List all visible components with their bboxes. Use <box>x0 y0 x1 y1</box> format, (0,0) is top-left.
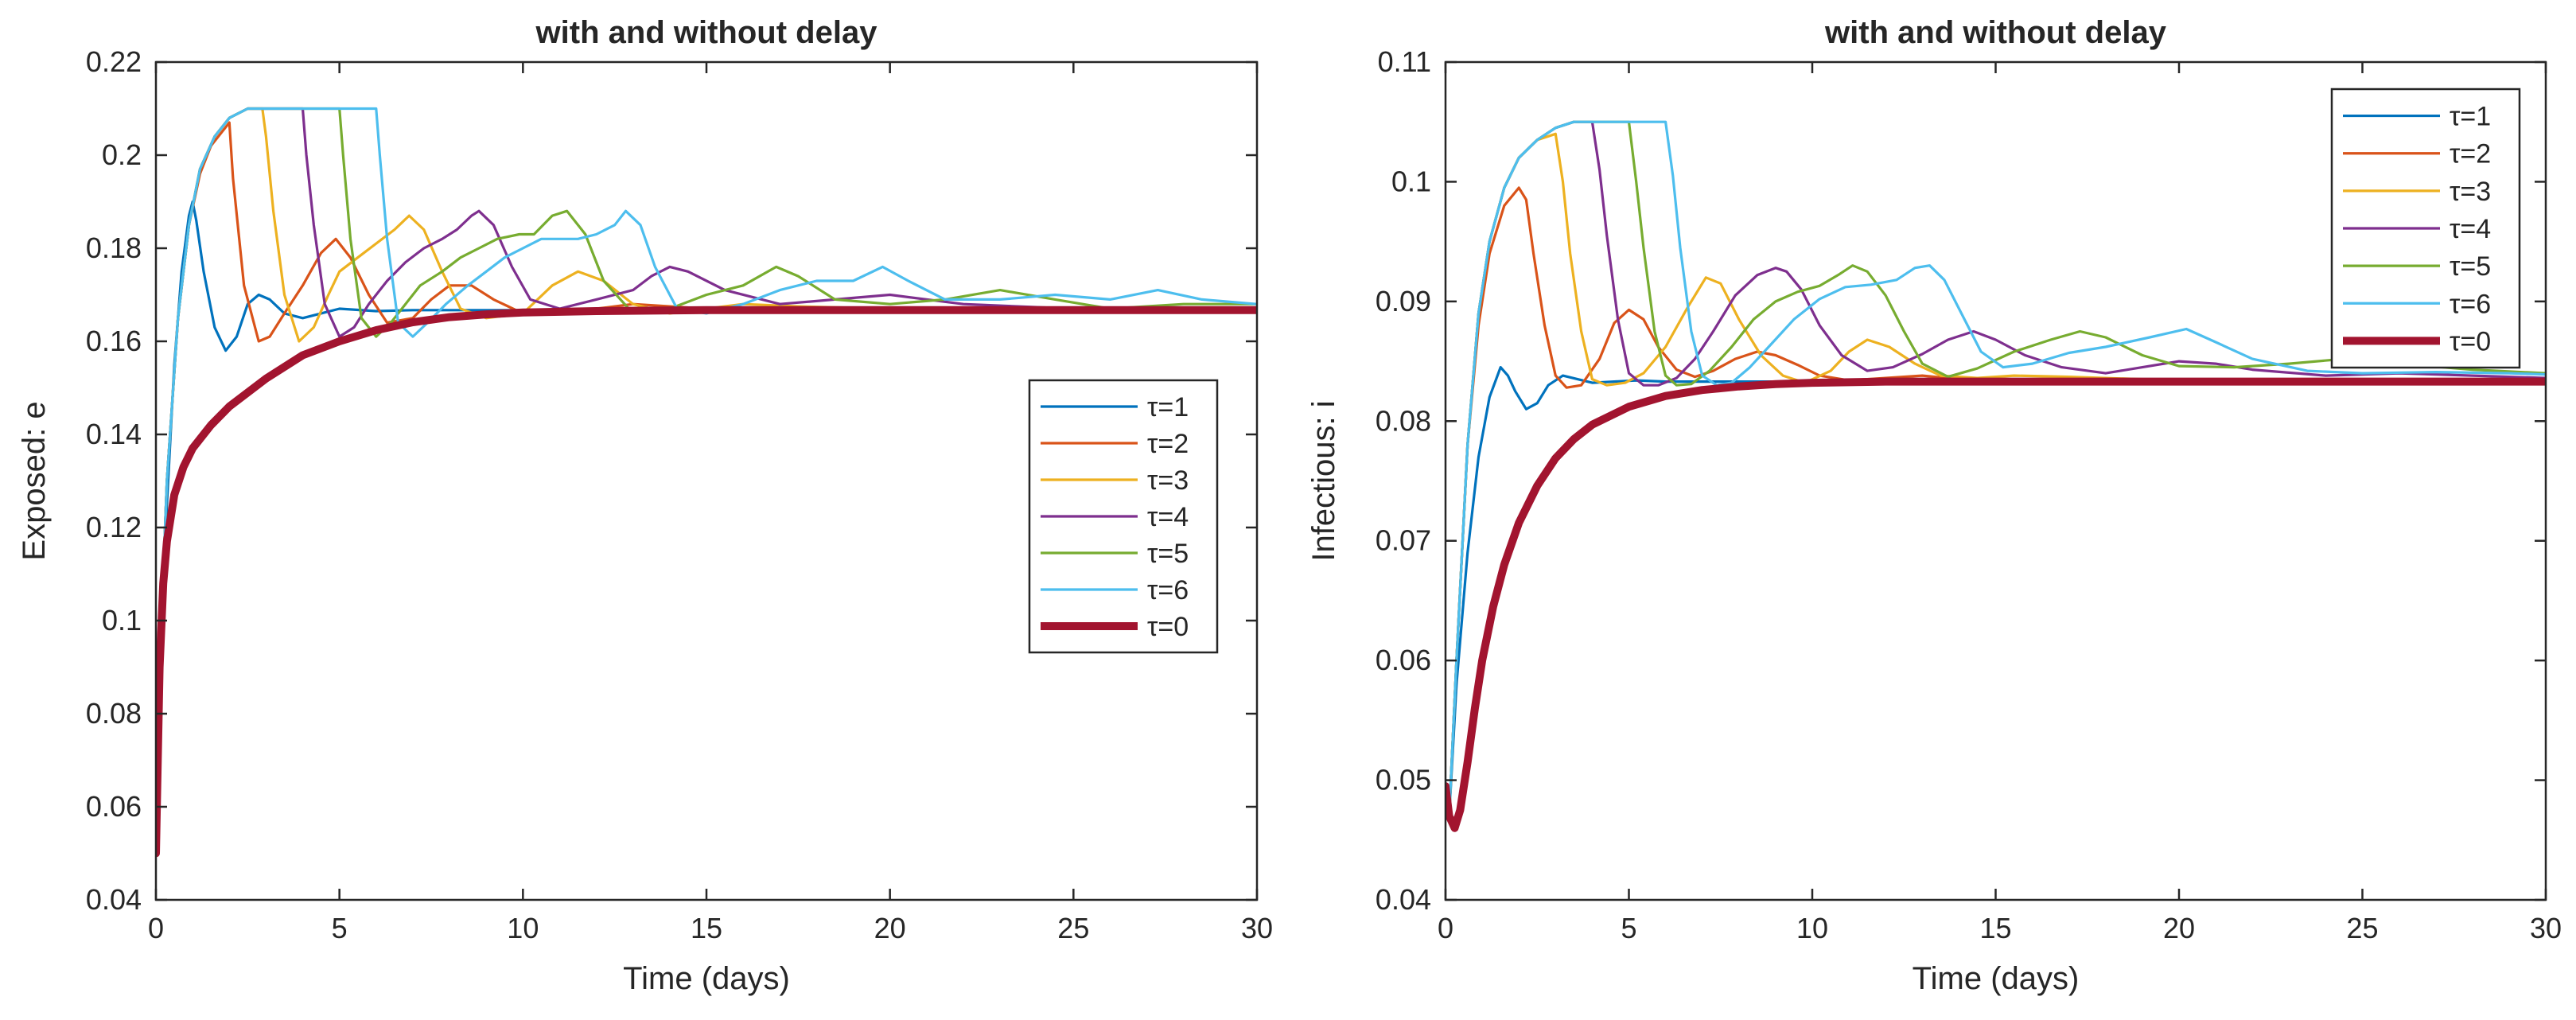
infectious-series-group <box>1446 120 2546 832</box>
infectious-series-tau-0 <box>1446 377 2546 832</box>
legend-label-tau-4: τ=4 <box>1147 502 1189 532</box>
legend-label-tau-1: τ=1 <box>1147 392 1189 422</box>
infectious-series-tau-2 <box>1446 186 2546 818</box>
infectious-y-tick-label: 0.08 <box>1376 404 1431 437</box>
infectious-x-tick-label: 10 <box>1796 912 1828 944</box>
legend-label-tau-0: τ=0 <box>2450 326 2491 356</box>
exposed-x-tick-label: 30 <box>1241 912 1273 944</box>
infectious-x-tick-label: 5 <box>1621 912 1636 944</box>
exposed-series-group <box>156 107 1257 858</box>
infectious-legend: τ=1 τ=2 τ=3 τ=4 τ=5 τ=6 τ=0 <box>2330 88 2521 369</box>
exposed-legend: τ=1 τ=2 τ=3 τ=4 τ=5 τ=6 τ=0 <box>1028 379 1219 654</box>
legend-label-tau-5: τ=5 <box>2450 251 2491 282</box>
legend-label-tau-1: τ=1 <box>2450 102 2491 132</box>
legend-label-tau-6: τ=6 <box>2450 289 2491 319</box>
infectious-chart-panel: 0 5 10 15 20 25 30 0.04 0.05 0.06 0.07 0.08 0.09 0.1 0… <box>1306 15 2562 996</box>
infectious-y-tick-label: 0.04 <box>1376 883 1431 916</box>
exposed-y-tick-label: 0.12 <box>86 511 142 543</box>
legend-label-tau-6: τ=6 <box>1147 575 1189 605</box>
exposed-x-tick-label: 5 <box>332 912 348 944</box>
infectious-x-axis-label: Time (days) <box>1913 961 2080 996</box>
exposed-series-tau-0 <box>156 306 1257 858</box>
exposed-chart-panel: 0 5 10 15 20 25 30 0.04 0.06 0.08 0.1 0.12 0.14 0.16 0… <box>17 15 1273 996</box>
infectious-series-tau-6 <box>1446 120 2546 818</box>
exposed-x-tick-label: 20 <box>874 912 906 944</box>
infectious-x-tick-label: 25 <box>2346 912 2378 944</box>
infectious-y-tick-label: 0.1 <box>1391 165 1431 197</box>
legend-label-tau-2: τ=2 <box>1147 429 1189 459</box>
infectious-y-tick-label: 0.07 <box>1376 524 1431 557</box>
exposed-x-tick-label: 25 <box>1057 912 1089 944</box>
exposed-y-tick-label: 0.16 <box>86 325 142 357</box>
legend-label-tau-0: τ=0 <box>1147 612 1189 642</box>
exposed-y-tick-label: 0.18 <box>86 232 142 264</box>
infectious-y-tick-label: 0.05 <box>1376 764 1431 796</box>
exposed-y-tick-label: 0.1 <box>102 604 142 637</box>
exposed-x-axis-label: Time (days) <box>623 961 790 996</box>
exposed-x-tick-label: 0 <box>148 912 164 944</box>
infectious-x-tick-label: 20 <box>2163 912 2195 944</box>
infectious-x-tick-label: 0 <box>1438 912 1453 944</box>
infectious-y-tick-label: 0.06 <box>1376 644 1431 676</box>
exposed-series-tau-6 <box>156 107 1257 855</box>
exposed-x-tick-label: 15 <box>691 912 722 944</box>
infectious-x-tick-label: 30 <box>2530 912 2562 944</box>
exposed-y-tick-label: 0.22 <box>86 45 142 78</box>
infectious-y-axis-label: Infectious: i <box>1306 400 1341 561</box>
exposed-y-tick-label: 0.14 <box>86 418 142 450</box>
exposed-y-tick-label: 0.2 <box>102 138 142 171</box>
exposed-chart-title: with and without delay <box>535 15 878 50</box>
infectious-chart-title: with and without delay <box>1824 15 2167 50</box>
exposed-y-tick-label: 0.08 <box>86 697 142 730</box>
legend-label-tau-3: τ=3 <box>1147 465 1189 496</box>
infectious-y-tick-label: 0.09 <box>1376 285 1431 317</box>
legend-label-tau-2: τ=2 <box>2450 139 2491 169</box>
exposed-x-tick-label: 10 <box>507 912 539 944</box>
legend-label-tau-5: τ=5 <box>1147 539 1189 569</box>
legend-label-tau-3: τ=3 <box>2450 177 2491 207</box>
infectious-y-tick-label: 0.11 <box>1378 45 1431 78</box>
legend-label-tau-4: τ=4 <box>2450 214 2491 244</box>
infectious-x-tick-label: 15 <box>1979 912 2011 944</box>
exposed-y-tick-label: 0.06 <box>86 790 142 823</box>
exposed-y-axis-label: Exposed: e <box>17 401 52 560</box>
exposed-y-tick-label: 0.04 <box>86 883 142 916</box>
